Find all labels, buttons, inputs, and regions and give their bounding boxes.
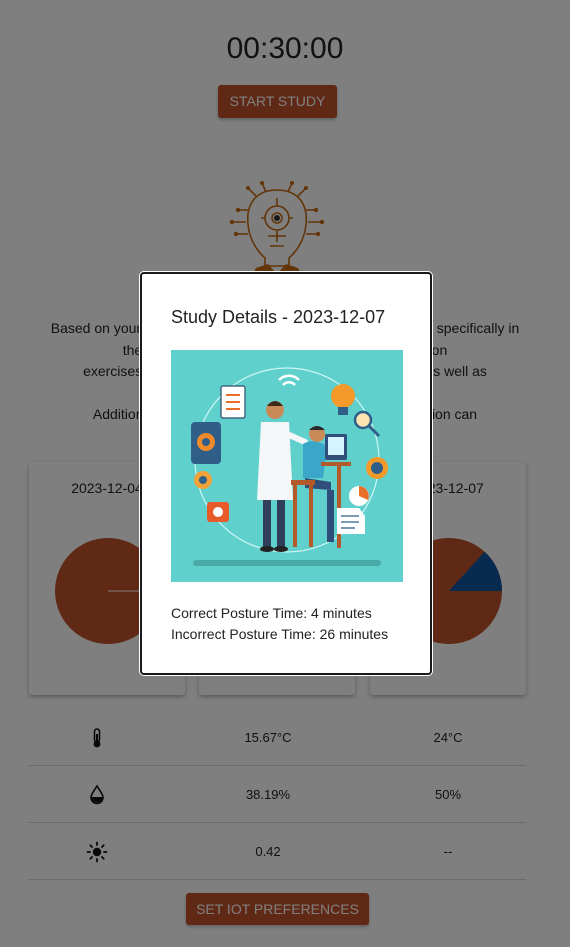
incorrect-posture-time: Incorrect Posture Time: 26 minutes bbox=[171, 626, 389, 642]
correct-posture-time: Correct Posture Time: 4 minutes bbox=[171, 605, 372, 621]
modal-title: Study Details - 2023-12-07 bbox=[171, 307, 386, 327]
study-details-modal: Study Details - 2023-12-07 bbox=[140, 272, 432, 675]
posture-illustration bbox=[171, 350, 403, 582]
